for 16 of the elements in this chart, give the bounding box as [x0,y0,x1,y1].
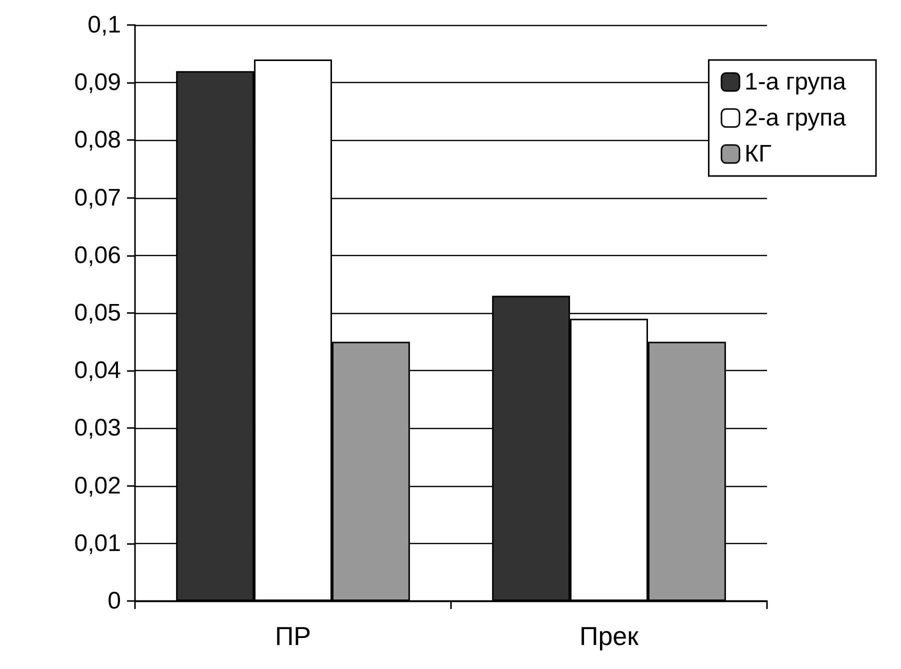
y-tick-label: 0,05 [74,300,121,326]
y-tick-label: 0,02 [74,472,121,500]
y-tick-label: 0,01 [74,530,121,557]
y-tick-label: 0,06 [74,242,121,269]
legend-label: 1-а група [744,68,847,96]
x-tick-label: ПР [274,621,312,651]
y-tick-label: 0,09 [74,69,121,96]
y-tick-label: 0,08 [74,126,121,154]
y-tick-label: 0,03 [74,414,121,442]
legend-label: КГ [744,140,772,168]
y-tick-label: 0 [108,588,121,614]
x-tick-label: Прек [580,621,640,651]
y-tick-label: 0,04 [74,357,121,384]
legend-label: 2-а група [744,104,847,132]
y-tick-label: 0,07 [74,184,121,212]
y-tick-label: 0,1 [88,12,121,38]
